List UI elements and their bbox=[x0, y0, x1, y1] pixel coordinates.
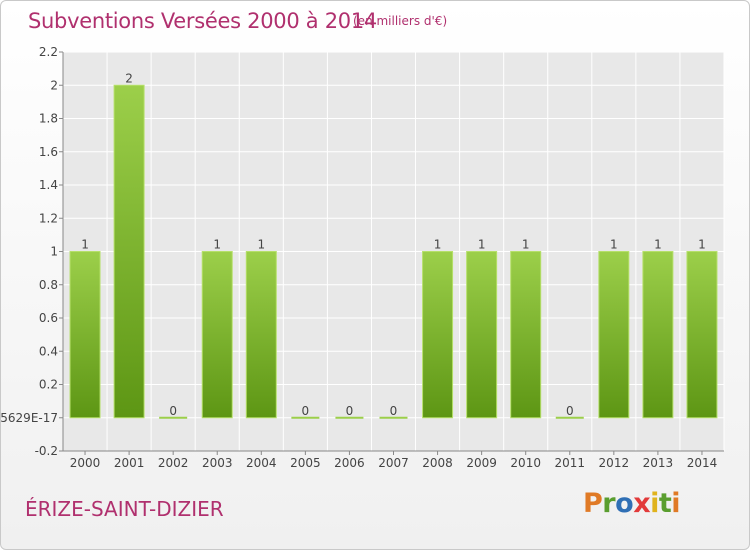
bar bbox=[335, 416, 364, 419]
logo-letter: x bbox=[633, 488, 651, 519]
y-tick-label: 1 bbox=[50, 245, 58, 259]
bar bbox=[201, 251, 233, 419]
x-tick-label: 2011 bbox=[554, 456, 585, 470]
x-tick-label: 2000 bbox=[70, 456, 101, 470]
x-tick-label: 2014 bbox=[687, 456, 718, 470]
y-tick-label: -0.2 bbox=[35, 444, 58, 458]
y-tick-label: 1.8 bbox=[39, 112, 58, 126]
data-label: 1 bbox=[610, 238, 618, 252]
y-tick-label: 0.4 bbox=[39, 344, 58, 358]
x-tick-label: 2012 bbox=[599, 456, 630, 470]
y-tick-label: 2 bbox=[50, 78, 58, 92]
x-tick-label: 2001 bbox=[114, 456, 145, 470]
chart-unit: (en milliers d'€) bbox=[353, 14, 448, 28]
bar bbox=[510, 251, 542, 419]
logo-letter: t bbox=[658, 488, 672, 519]
data-label: 1 bbox=[81, 238, 89, 252]
x-tick-label: 2003 bbox=[202, 456, 233, 470]
x-tick-label: 2010 bbox=[510, 456, 541, 470]
x-tick-label: 2002 bbox=[158, 456, 189, 470]
y-tick-label: 1.6 bbox=[39, 145, 58, 159]
y-tick-label: 0.8 bbox=[39, 278, 58, 292]
x-tick-label: 2008 bbox=[422, 456, 453, 470]
x-tick-label: 2006 bbox=[334, 456, 365, 470]
data-label: 2 bbox=[125, 71, 133, 85]
bar bbox=[113, 84, 145, 419]
x-tick-label: 2013 bbox=[643, 456, 674, 470]
logo-letter: i bbox=[650, 488, 659, 519]
data-label: 0 bbox=[346, 404, 354, 418]
data-label: 1 bbox=[434, 238, 442, 252]
data-label: 1 bbox=[698, 238, 706, 252]
y-tick-label: 1.4 bbox=[39, 178, 58, 192]
data-label: 0 bbox=[390, 404, 398, 418]
bar bbox=[642, 251, 674, 419]
data-label: 1 bbox=[654, 238, 662, 252]
bar bbox=[159, 416, 188, 419]
bar bbox=[598, 251, 630, 419]
data-label: 1 bbox=[213, 238, 221, 252]
bar bbox=[69, 251, 101, 419]
data-label: 1 bbox=[522, 238, 530, 252]
x-tick-label: 2009 bbox=[466, 456, 497, 470]
bar bbox=[245, 251, 277, 419]
proxiti-logo[interactable]: Proxiti bbox=[583, 488, 681, 519]
logo-letter: r bbox=[602, 488, 616, 519]
chart-title: Subventions Versées 2000 à 2014 bbox=[28, 9, 377, 33]
x-tick-label: 2005 bbox=[290, 456, 321, 470]
bar bbox=[555, 416, 584, 419]
bar bbox=[291, 416, 320, 419]
bar bbox=[422, 251, 454, 419]
commune-name: ÉRIZE-SAINT-DIZIER bbox=[25, 497, 224, 521]
logo-letter: i bbox=[671, 488, 681, 519]
y-tick-label: 0.6 bbox=[39, 311, 58, 325]
data-label: 1 bbox=[257, 238, 265, 252]
y-tick-label: 0.2 bbox=[39, 378, 58, 392]
y-tick-label: -15629E-17 bbox=[1, 411, 58, 425]
bar bbox=[466, 251, 498, 419]
bar bbox=[686, 251, 718, 419]
data-label: 0 bbox=[566, 404, 574, 418]
data-label: 0 bbox=[169, 404, 177, 418]
y-tick-label: 2.2 bbox=[39, 45, 58, 59]
y-tick-label: 1.2 bbox=[39, 211, 58, 225]
x-tick-label: 2007 bbox=[378, 456, 409, 470]
x-tick-label: 2004 bbox=[246, 456, 277, 470]
logo-letter: o bbox=[615, 488, 634, 519]
data-label: 0 bbox=[302, 404, 310, 418]
data-label: 1 bbox=[478, 238, 486, 252]
bar bbox=[379, 416, 408, 419]
logo-letter: P bbox=[583, 488, 603, 519]
